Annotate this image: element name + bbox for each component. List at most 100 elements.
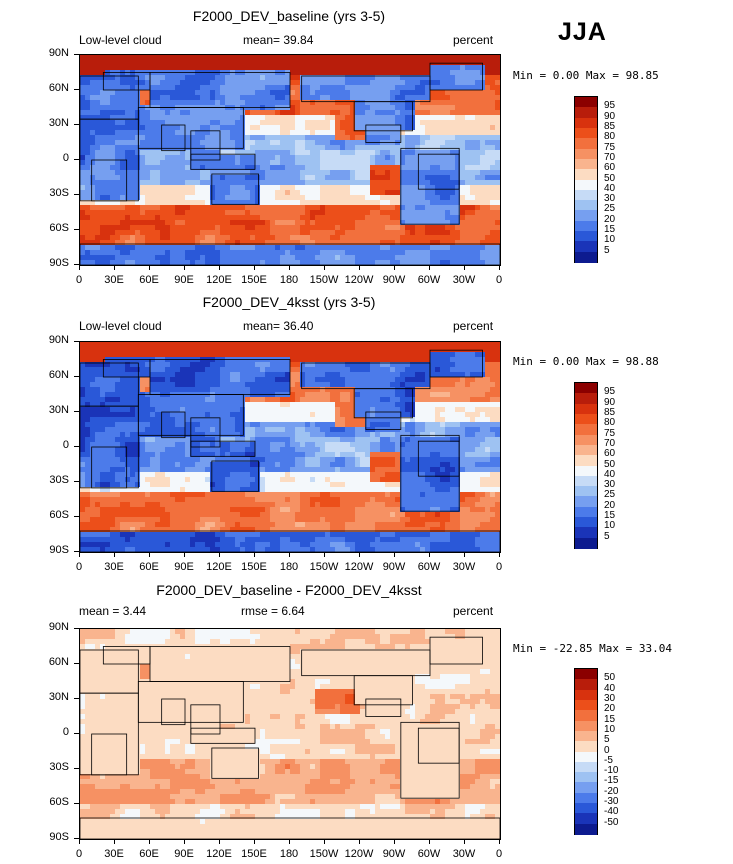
colorbar-level: 50 (604, 672, 616, 684)
colorbar-swatch (575, 403, 597, 415)
x-tick-label: 60W (417, 274, 441, 286)
colorbar-swatch (575, 669, 597, 680)
colorbar-level: 10 (604, 520, 616, 532)
x-tick-label: 0 (75, 274, 83, 286)
coastline (211, 173, 259, 205)
y-tick-mark (74, 516, 79, 517)
x-tick-label: 60W (417, 561, 441, 573)
panel-map (79, 54, 501, 266)
coastline (80, 817, 500, 839)
colorbar-level: -20 (604, 785, 619, 797)
x-tick-label: 0 (495, 848, 503, 860)
x-tick-mark (219, 265, 220, 270)
coastline (417, 440, 460, 477)
colorbar-swatch (575, 148, 597, 160)
coastline (365, 124, 402, 143)
x-tick-mark (184, 552, 185, 557)
colorbar-swatch (575, 475, 597, 487)
y-tick-label: 90N (48, 47, 69, 59)
colorbar-level: 80 (604, 417, 616, 429)
colorbar-swatch (575, 200, 597, 211)
colorbar-swatch (575, 699, 597, 711)
x-tick-label: 180 (279, 274, 299, 286)
colorbar-level: 10 (604, 234, 616, 246)
coastline (190, 440, 256, 457)
y-tick-mark (74, 551, 79, 552)
x-tick-mark (219, 552, 220, 557)
coastline (365, 411, 402, 430)
colorbar-level: 75 (604, 141, 616, 153)
coastline (365, 698, 402, 717)
colorbar (574, 96, 598, 263)
field-canvas (80, 55, 500, 265)
colorbar-swatch (575, 138, 597, 150)
x-tick-label: 90E (174, 848, 194, 860)
colorbar-level: 20 (604, 499, 616, 511)
x-tick-label: 30W (452, 561, 476, 573)
panel-left-label: Low-level cloud (79, 319, 162, 333)
x-tick-label: 120W (344, 561, 374, 573)
colorbar-swatch (575, 220, 597, 232)
y-tick-mark (74, 229, 79, 230)
colorbar-level: 0 (604, 744, 610, 756)
colorbar-level: -10 (604, 765, 619, 777)
coastline (353, 675, 413, 706)
y-tick-label: 60S (49, 796, 69, 808)
colorbar-swatch (575, 251, 597, 263)
panel-center-label: mean= 36.40 (243, 319, 314, 333)
colorbar-level: 50 (604, 458, 616, 470)
x-tick-mark (429, 552, 430, 557)
season-label: JJA (558, 18, 607, 46)
colorbar-swatch (575, 434, 597, 446)
x-tick-mark (184, 265, 185, 270)
colorbar (574, 382, 598, 549)
y-tick-label: 0 (62, 152, 69, 164)
x-tick-label: 150E (241, 848, 267, 860)
coastline (161, 124, 186, 152)
x-tick-mark (394, 552, 395, 557)
y-tick-label: 90S (49, 257, 69, 269)
field-canvas (80, 342, 500, 552)
y-tick-mark (74, 481, 79, 482)
y-tick-mark (74, 411, 79, 412)
y-tick-label: 60S (49, 222, 69, 234)
colorbar-level: 5 (604, 734, 610, 746)
panel-left-label: mean = 3.44 (79, 604, 147, 618)
x-tick-mark (114, 839, 115, 844)
y-tick-label: 0 (62, 439, 69, 451)
colorbar-swatch (575, 231, 597, 242)
x-tick-mark (394, 839, 395, 844)
x-tick-mark (289, 839, 290, 844)
colorbar-swatch (575, 444, 597, 456)
colorbar-level: 15 (604, 510, 616, 522)
x-tick-mark (394, 265, 395, 270)
colorbar-level: 30 (604, 479, 616, 491)
y-tick-label: 60N (48, 656, 69, 668)
x-tick-label: 120E (206, 561, 232, 573)
x-tick-label: 90E (174, 274, 194, 286)
y-tick-label: 30N (48, 117, 69, 129)
x-tick-label: 120E (206, 274, 232, 286)
x-tick-label: 150W (309, 274, 339, 286)
colorbar-level: 15 (604, 224, 616, 236)
colorbar-level: 5 (604, 530, 610, 542)
x-tick-mark (429, 839, 430, 844)
colorbar-level: 85 (604, 406, 616, 418)
y-tick-mark (74, 54, 79, 55)
coastline (161, 411, 186, 439)
coastline (353, 101, 413, 132)
y-tick-label: 30S (49, 761, 69, 773)
coastline (211, 460, 259, 492)
colorbar-swatch (575, 689, 597, 701)
x-tick-mark (184, 839, 185, 844)
colorbar-level: 70 (604, 437, 616, 449)
x-tick-mark (324, 265, 325, 270)
y-tick-mark (74, 89, 79, 90)
x-tick-mark (289, 265, 290, 270)
colorbar-swatch (575, 772, 597, 783)
colorbar-swatch (575, 169, 597, 180)
coastline (190, 727, 256, 744)
colorbar-swatch (575, 189, 597, 201)
colorbar-level: 30 (604, 193, 616, 205)
x-tick-label: 120W (344, 274, 374, 286)
